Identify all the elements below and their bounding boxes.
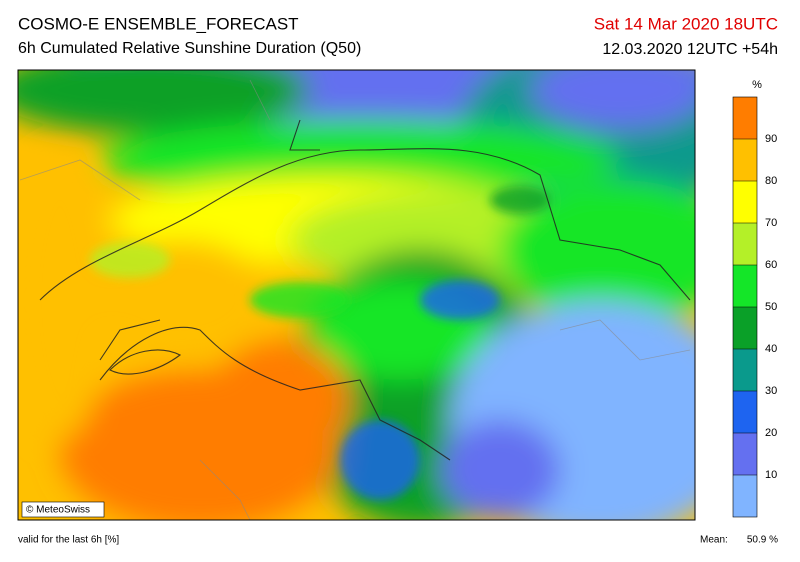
colorbar-tick-label: 50	[765, 301, 777, 313]
colorbar-band	[733, 433, 757, 475]
mean-value: 50.9 %	[747, 535, 778, 546]
map-credit: © MeteoSwiss	[26, 505, 90, 516]
colorbar-band	[733, 391, 757, 433]
colorbar-band	[733, 139, 757, 181]
subtitle: 6h Cumulated Relative Sunshine Duration …	[18, 40, 361, 57]
colorbar-band	[733, 97, 757, 139]
colorbar-tick-label: 30	[765, 385, 777, 397]
colorbar-tick-label: 10	[765, 469, 777, 481]
colorbar-unit: %	[752, 79, 762, 91]
colorbar-tick-label: 20	[765, 427, 777, 439]
colorbar-tick-label: 70	[765, 217, 777, 229]
sunshine-map: © MeteoSwiss	[18, 70, 695, 520]
mean-label: Mean:	[700, 535, 728, 546]
title: COSMO-E ENSEMBLE_FORECAST	[18, 14, 299, 33]
colorbar: 10 20 30 40 50 60 70 80 90	[732, 96, 777, 518]
colorbar-tick-label: 90	[765, 133, 777, 145]
colorbar-tick-label: 60	[765, 259, 777, 271]
valid-time: Sat 14 Mar 2020 18UTC	[594, 14, 778, 33]
colorbar-band	[733, 349, 757, 391]
colorbar-band	[733, 181, 757, 223]
colorbar-tick-label: 40	[765, 343, 777, 355]
validity-note: valid for the last 6h [%]	[18, 535, 119, 546]
run-info: 12.03.2020 12UTC +54h	[602, 41, 778, 58]
colorbar-band	[733, 265, 757, 307]
colorbar-tick-label: 80	[765, 175, 777, 187]
colorbar-band	[733, 223, 757, 265]
colorbar-band	[733, 475, 757, 517]
colorbar-band	[733, 307, 757, 349]
